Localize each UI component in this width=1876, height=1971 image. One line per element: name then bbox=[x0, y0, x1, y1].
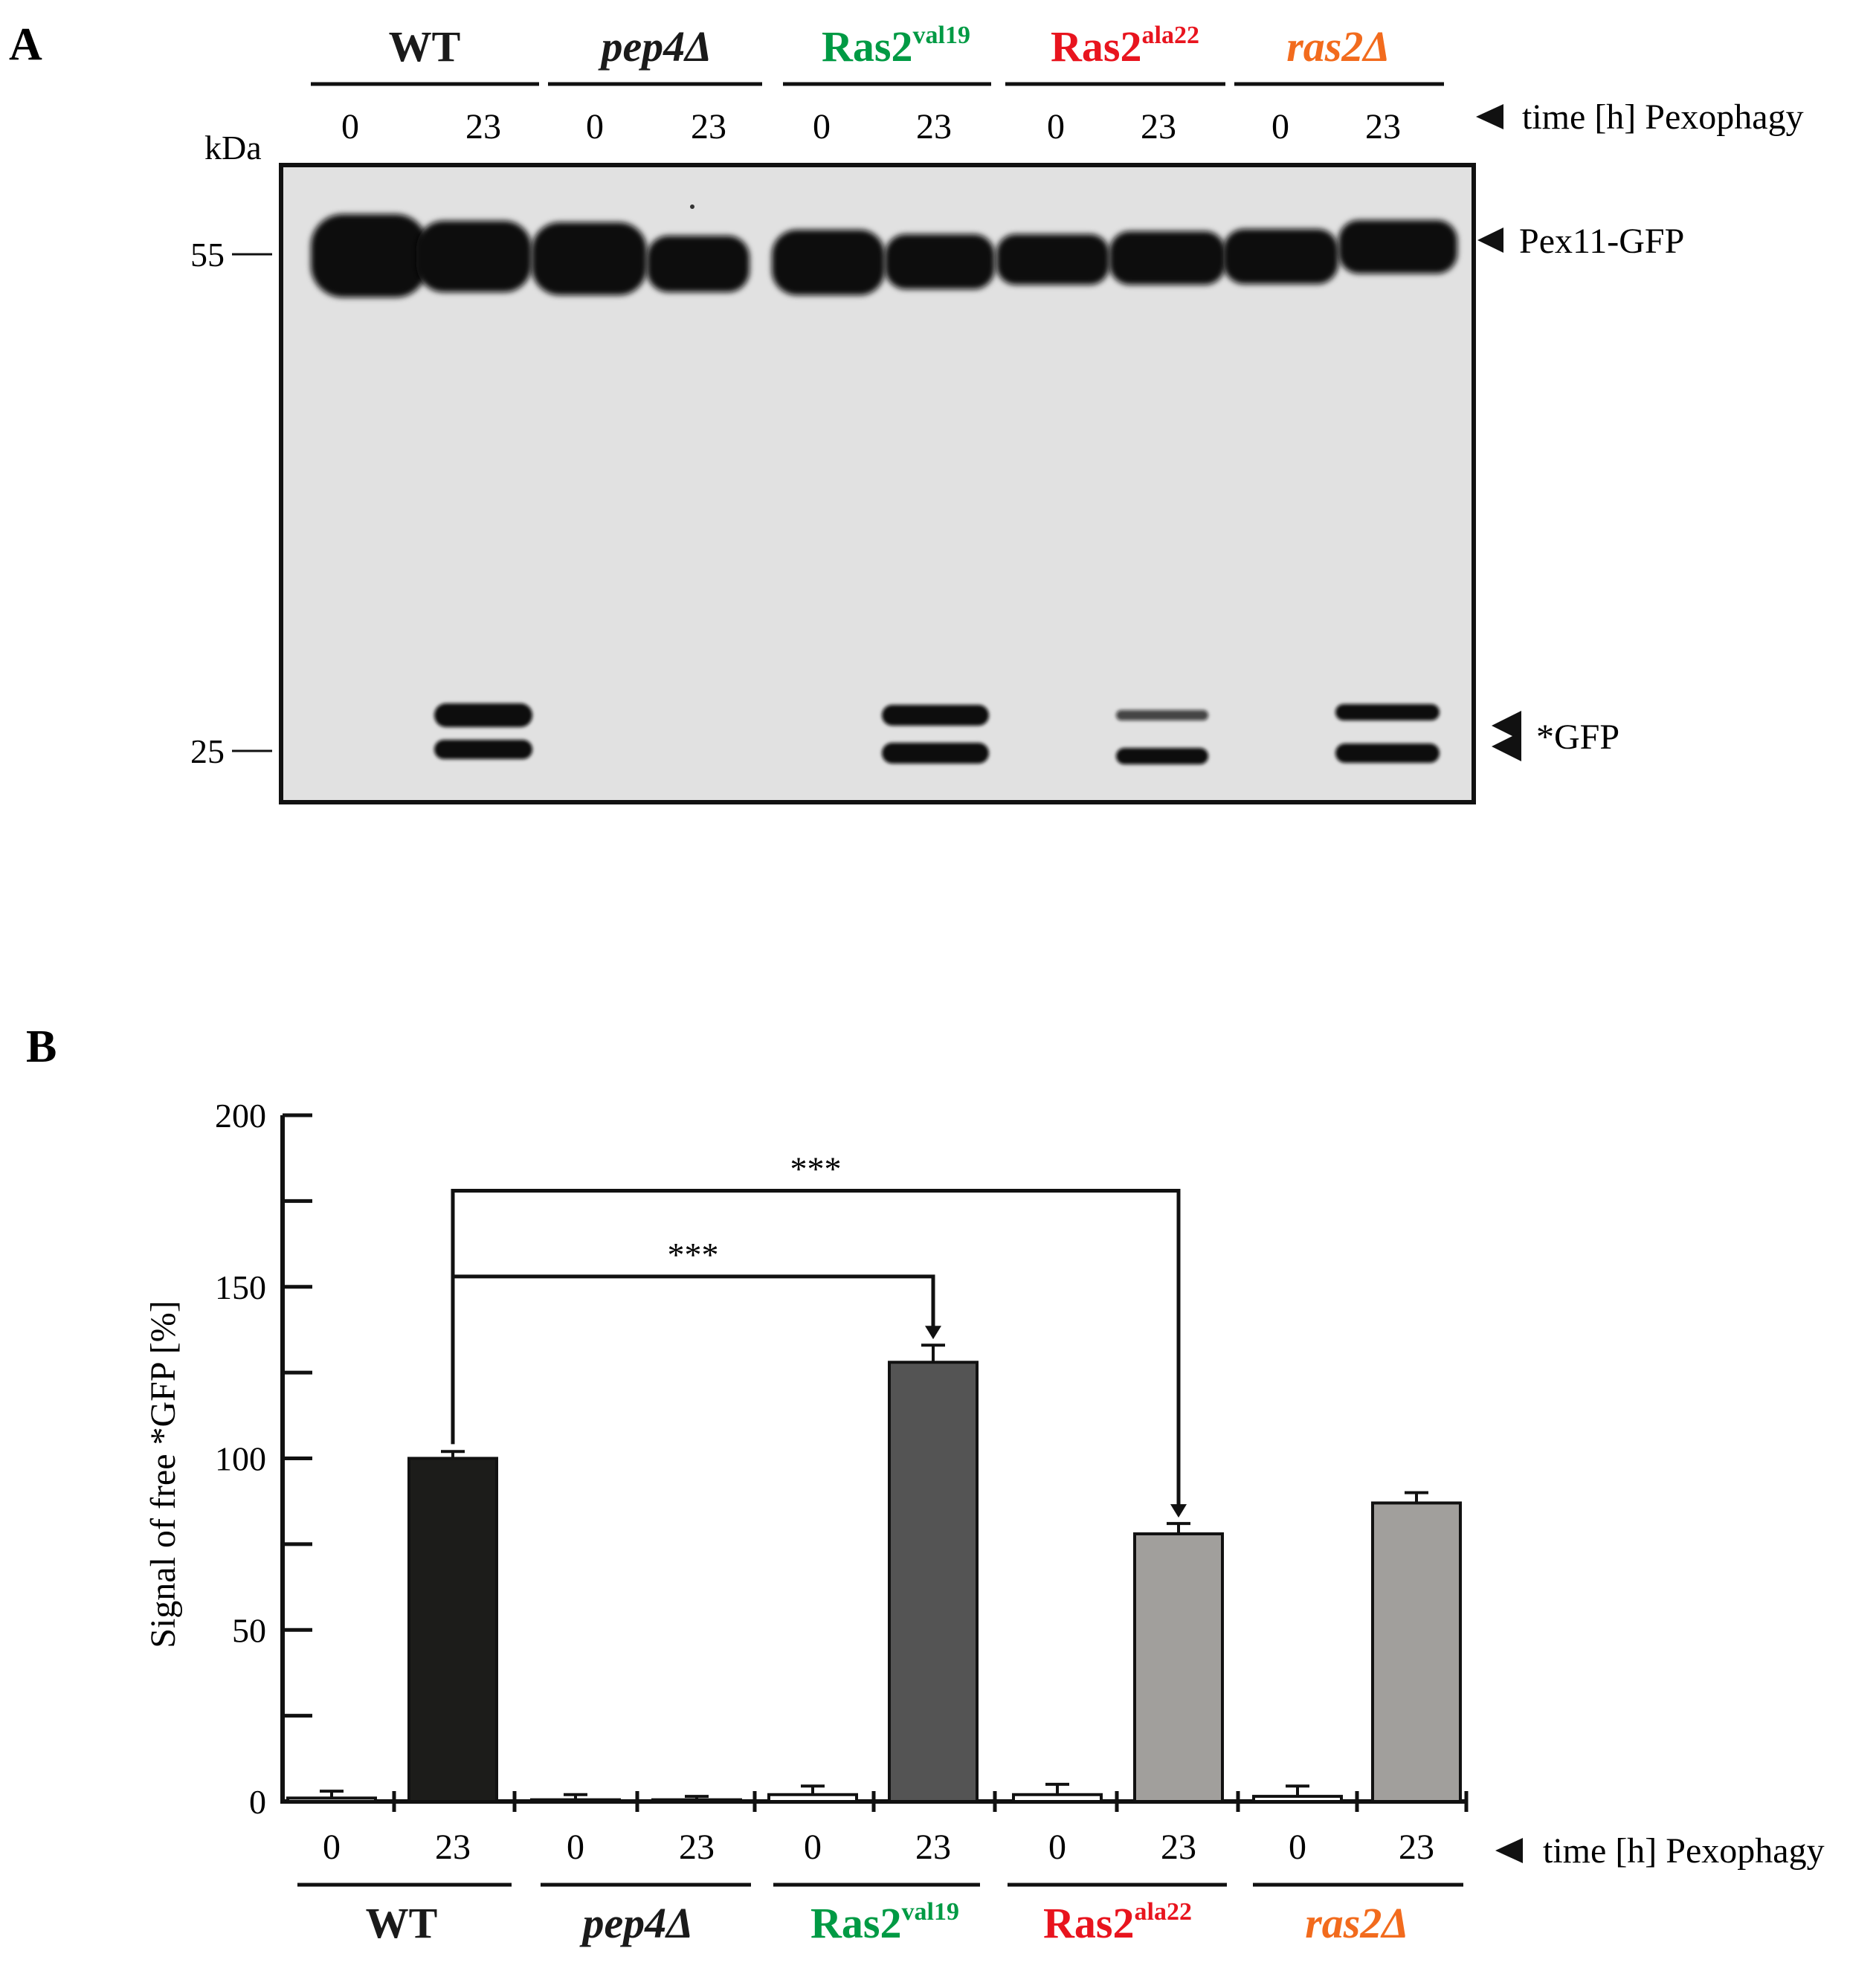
panel-b-bar-chart: B Signal of free *GFP [%] 0 50 100 150 200 *… bbox=[26, 1022, 1825, 1947]
gfp-band-upper bbox=[882, 705, 989, 726]
pex11-gfp-band bbox=[311, 214, 428, 297]
panel-a-western-blot: A WT pep4Δ Ras2val19 Ras2ala22 ras2Δ 0 23 0 23 0… bbox=[9, 19, 1804, 804]
blot-lane-label: 23 bbox=[1141, 107, 1176, 146]
chart-group-labels: WT pep4Δ Ras2val19 Ras2ala22 ras2Δ bbox=[297, 1883, 1463, 1947]
x-tick-label: 0 bbox=[804, 1828, 822, 1867]
chart-bars bbox=[286, 1343, 1462, 1804]
time-arrow-b-icon bbox=[1495, 1838, 1523, 1863]
blot-lane-label: 0 bbox=[341, 107, 359, 146]
gfp-label: *GFP bbox=[1536, 717, 1619, 757]
bracket-arrowhead-icon bbox=[925, 1326, 941, 1340]
blot-lane-label: 23 bbox=[1365, 107, 1401, 146]
x-tick-label: 0 bbox=[1289, 1828, 1306, 1867]
significance-bracket bbox=[451, 1189, 1181, 1515]
chart-group-label: pep4Δ bbox=[578, 1899, 693, 1947]
significance-bracket bbox=[451, 1274, 935, 1445]
y-axis-label: Signal of free *GFP [%] bbox=[144, 1300, 183, 1648]
blot-time-caption: time [h] Pexophagy bbox=[1522, 97, 1804, 137]
significance-brackets: *** *** bbox=[451, 1150, 1187, 1518]
blot-lane-label: 0 bbox=[1271, 107, 1289, 146]
x-tick-label: 0 bbox=[567, 1828, 584, 1867]
blot-group-label: Ras2ala22 bbox=[1051, 22, 1199, 71]
chart-x-tick-labels: 0 23 0 23 0 23 0 23 0 23 bbox=[323, 1828, 1434, 1867]
marker-55-label: 55 bbox=[190, 236, 225, 274]
bracket-arrowhead-icon bbox=[1170, 1504, 1187, 1518]
significance-stars: *** bbox=[668, 1236, 719, 1274]
chart-group-label: ras2Δ bbox=[1305, 1899, 1409, 1947]
blot-lane-label: 23 bbox=[691, 107, 726, 146]
y-tick-label: 150 bbox=[215, 1268, 266, 1306]
x-tick-label: 0 bbox=[1048, 1828, 1066, 1867]
bar bbox=[1371, 1501, 1462, 1803]
gfp-band-upper bbox=[1116, 710, 1208, 720]
x-tick-label: 23 bbox=[679, 1828, 715, 1867]
bar bbox=[407, 1457, 498, 1803]
gfp-band-lower bbox=[1335, 743, 1440, 763]
gfp-band-upper bbox=[1335, 704, 1440, 720]
gfp-band-lower bbox=[882, 743, 989, 764]
blot-lane-label: 0 bbox=[1047, 107, 1065, 146]
chart-axes: 0 50 100 150 200 bbox=[215, 1097, 1469, 1821]
x-tick-label: 23 bbox=[915, 1828, 951, 1867]
blot-lane-label: 23 bbox=[465, 107, 501, 146]
blot-group-label: pep4Δ bbox=[597, 22, 712, 71]
panel-b-label: B bbox=[26, 1022, 57, 1072]
bar bbox=[767, 1793, 858, 1804]
gfp-band-upper bbox=[434, 703, 532, 727]
time-arrow-icon bbox=[1476, 104, 1503, 129]
marker-25-label: 25 bbox=[190, 732, 225, 770]
bar bbox=[286, 1796, 377, 1804]
pex11-gfp-band bbox=[885, 234, 995, 289]
blot-group-label: WT bbox=[389, 22, 461, 71]
y-tick-label: 50 bbox=[232, 1611, 266, 1649]
gfp-arrow-upper-icon bbox=[1492, 711, 1521, 741]
chart-time-caption: time [h] Pexophagy bbox=[1543, 1831, 1825, 1871]
pex11-gfp-band bbox=[647, 236, 750, 292]
x-tick-label: 23 bbox=[435, 1828, 471, 1867]
kda-label: kDa bbox=[204, 129, 262, 167]
y-tick-label: 0 bbox=[249, 1783, 266, 1821]
pex11-gfp-band bbox=[416, 221, 532, 292]
gfp-band-lower bbox=[1116, 748, 1208, 764]
blot-group-labels: WT pep4Δ Ras2val19 Ras2ala22 ras2Δ bbox=[311, 22, 1444, 86]
gfp-arrow-lower-icon bbox=[1492, 732, 1521, 761]
pex11-gfp-label: Pex11-GFP bbox=[1519, 222, 1684, 261]
chart-group-label: Ras2val19 bbox=[810, 1898, 959, 1947]
pex11-gfp-band bbox=[772, 230, 885, 295]
blot-lane-time-labels: 0 23 0 23 0 23 0 23 0 23 bbox=[341, 107, 1401, 146]
pex11-gfp-band bbox=[996, 234, 1109, 285]
bar bbox=[1133, 1532, 1224, 1804]
chart-group-label: WT bbox=[366, 1899, 438, 1947]
panel-a-label: A bbox=[9, 19, 42, 70]
x-tick-label: 0 bbox=[323, 1828, 341, 1867]
pex11-gfp-band bbox=[1223, 229, 1338, 284]
y-tick-label: 100 bbox=[215, 1440, 266, 1478]
bar bbox=[1252, 1795, 1343, 1803]
chart-group-label: Ras2ala22 bbox=[1043, 1898, 1192, 1947]
blot-speck bbox=[690, 204, 694, 209]
blot-lane-label: 0 bbox=[813, 107, 831, 146]
bar bbox=[530, 1798, 621, 1803]
blot-lane-label: 23 bbox=[916, 107, 952, 146]
pex11-arrow-icon bbox=[1477, 228, 1503, 253]
bar bbox=[651, 1798, 742, 1803]
x-tick-label: 23 bbox=[1399, 1828, 1434, 1867]
pex11-gfp-band bbox=[532, 222, 647, 295]
gfp-band-lower bbox=[434, 740, 532, 759]
bar bbox=[1012, 1793, 1103, 1804]
x-tick-label: 23 bbox=[1161, 1828, 1196, 1867]
pex11-gfp-band bbox=[1109, 231, 1225, 285]
bar bbox=[888, 1361, 979, 1803]
significance-stars: *** bbox=[790, 1150, 842, 1188]
blot-group-label: Ras2val19 bbox=[822, 22, 970, 71]
blot-group-label: ras2Δ bbox=[1286, 22, 1390, 71]
y-tick-label: 200 bbox=[215, 1097, 266, 1135]
blot-lane-label: 0 bbox=[586, 107, 604, 146]
pex11-gfp-band bbox=[1338, 220, 1457, 274]
blot-bands bbox=[311, 204, 1457, 764]
